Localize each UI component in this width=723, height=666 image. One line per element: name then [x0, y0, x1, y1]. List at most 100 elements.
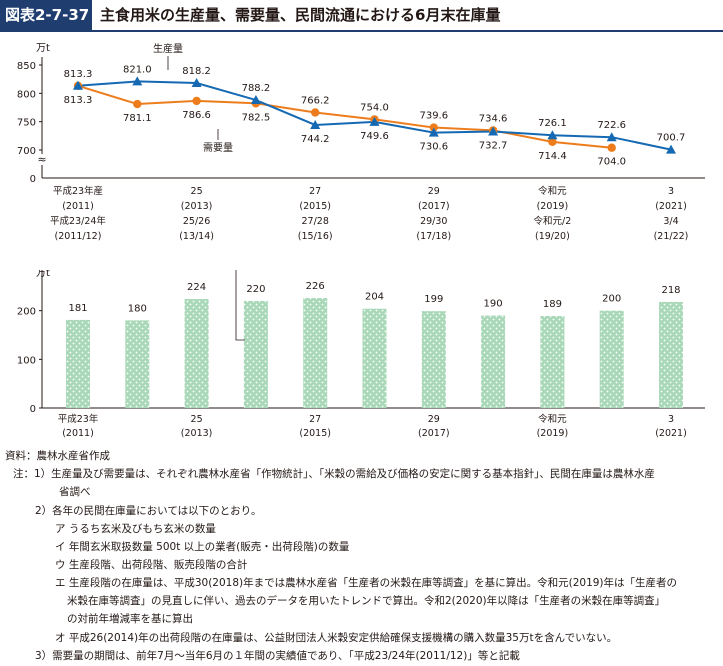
stock-bar [125, 320, 150, 408]
production-point [73, 80, 83, 90]
demand-series-label: 需要量 [203, 142, 233, 154]
demand-data-label: 782.5 [242, 112, 271, 123]
note-2: 2）各年の民間在庫量においては以下のとおり。 [35, 505, 262, 517]
stock-data-label: 218 [661, 285, 680, 296]
demand-point [548, 137, 557, 147]
production-data-label: 749.6 [360, 131, 389, 142]
y-tick-label: 700 [17, 146, 36, 157]
x-tick-label: (2021) [655, 201, 687, 212]
note-2c: ウ 生産段階、出荷段階、販売段階の合計 [55, 559, 248, 571]
note-1: 注：1）生産量及び需要量は、それぞれ農林水産省「作物統計」、「米穀の需給及び価格… [13, 468, 655, 480]
demand-point [311, 108, 320, 117]
x-tick-label: 令和元 [538, 413, 567, 425]
x-tick-label: 令和元 [538, 185, 567, 197]
x-tick-label: (2015) [299, 201, 331, 212]
x-tick-label: 3 [668, 186, 674, 197]
x-tick-label: 3/4 [663, 216, 678, 227]
stock-bar [243, 300, 268, 408]
x-tick-label: (2013) [181, 428, 213, 439]
production-point [606, 132, 617, 142]
production-point [191, 78, 202, 88]
demand-point [192, 96, 201, 106]
demand-line [77, 84, 612, 149]
x-tick-label: (15/16) [298, 231, 333, 242]
production-data-label: 722.6 [597, 120, 626, 131]
stock-bar [599, 310, 624, 408]
production-series-label: 生産量 [153, 42, 183, 55]
demand-data-label: 786.6 [182, 110, 211, 121]
production-data-label: 788.2 [242, 83, 271, 94]
x-tick-label: (2013) [181, 201, 213, 212]
axis-break-symbol: ≈ [37, 153, 46, 166]
demand-data-label: 704.0 [597, 157, 626, 168]
production-data-label: 726.1 [538, 118, 567, 129]
x-tick-label: 令和元/2 [534, 215, 572, 227]
note-2d-cont2: の対前年増減率を基に算出 [67, 613, 193, 625]
x-tick-label: 25 [191, 414, 203, 425]
x-tick-label: 平成23年 [58, 413, 99, 425]
bar-chart: 万t30020010001811802242202262041991901892… [17, 270, 705, 439]
x-tick-label: (2011) [62, 201, 94, 212]
production-point [369, 116, 380, 126]
stock-data-label: 190 [484, 299, 503, 310]
x-tick-label: 平成23/24年 [50, 215, 106, 227]
demand-data-label: 734.6 [479, 113, 508, 124]
y-tick-label: 200 [17, 307, 36, 318]
stock-data-label: 200 [602, 294, 621, 305]
figure-title: 主食用米の生産量、需要量、民間流通における6月末在庫量 [100, 6, 501, 24]
production-data-label: 813.3 [64, 69, 93, 80]
x-tick-label: (2017) [418, 201, 450, 212]
production-point [310, 119, 321, 129]
x-tick-label: (17/18) [416, 231, 451, 242]
demand-point [607, 143, 616, 152]
y-axis-unit: 万t [36, 270, 50, 279]
stock-data-label: 199 [424, 294, 443, 305]
stock-bar [303, 298, 328, 408]
stock-data-label: 189 [543, 299, 562, 310]
stock-bar [362, 308, 387, 408]
production-data-label: 744.2 [301, 134, 330, 145]
x-tick-label: 25 [191, 186, 203, 197]
demand-data-label: 781.1 [123, 113, 152, 124]
y-tick-label: 100 [17, 355, 36, 366]
stock-data-label: 180 [128, 303, 147, 314]
source-note: 資料：農林水産省作成 [5, 450, 110, 462]
x-tick-label: (2021) [655, 428, 687, 439]
stock-bar [481, 315, 506, 408]
production-point [428, 127, 439, 137]
note-1-cont: 省調べ [59, 486, 91, 498]
production-point [666, 144, 676, 154]
demand-data-label: 754.0 [360, 102, 389, 113]
stock-data-label: 226 [306, 281, 325, 292]
x-tick-label: 29 [428, 414, 440, 425]
stock-bar [184, 298, 209, 408]
stock-bar [659, 301, 683, 408]
x-tick-label: 27 [309, 414, 321, 425]
production-data-label: 818.2 [182, 66, 211, 77]
stock-callout-line [235, 270, 245, 341]
production-point [132, 76, 143, 86]
note-2d-cont1: 米穀在庫等調査」の見直しに伴い、過去のデータを用いたトレンドで算出。令和2(20… [67, 595, 666, 607]
x-tick-label: (2019) [537, 201, 569, 212]
stock-bar [66, 319, 90, 408]
demand-point [133, 99, 142, 109]
stock-data-label: 181 [68, 303, 87, 314]
figure-number: 図表2-7-37 [0, 0, 92, 30]
x-tick-label: 3 [668, 414, 674, 425]
x-tick-label: 29 [428, 186, 440, 197]
y-tick-label: 750 [17, 118, 36, 129]
x-tick-label: (19/20) [535, 231, 570, 242]
x-tick-label: 25/26 [183, 216, 210, 227]
production-data-label: 700.7 [657, 133, 686, 144]
stock-bar [540, 316, 565, 408]
demand-data-label: 766.2 [301, 95, 330, 106]
y-tick-label: 800 [17, 89, 36, 100]
stock-data-label: 224 [187, 282, 206, 293]
demand-point [429, 123, 438, 132]
x-tick-label: 平成23年産 [53, 185, 103, 197]
production-data-label: 821.0 [123, 64, 152, 75]
x-tick-label: (2011) [62, 428, 94, 439]
stock-data-label: 204 [365, 292, 384, 303]
demand-data-label: 714.4 [538, 151, 567, 162]
